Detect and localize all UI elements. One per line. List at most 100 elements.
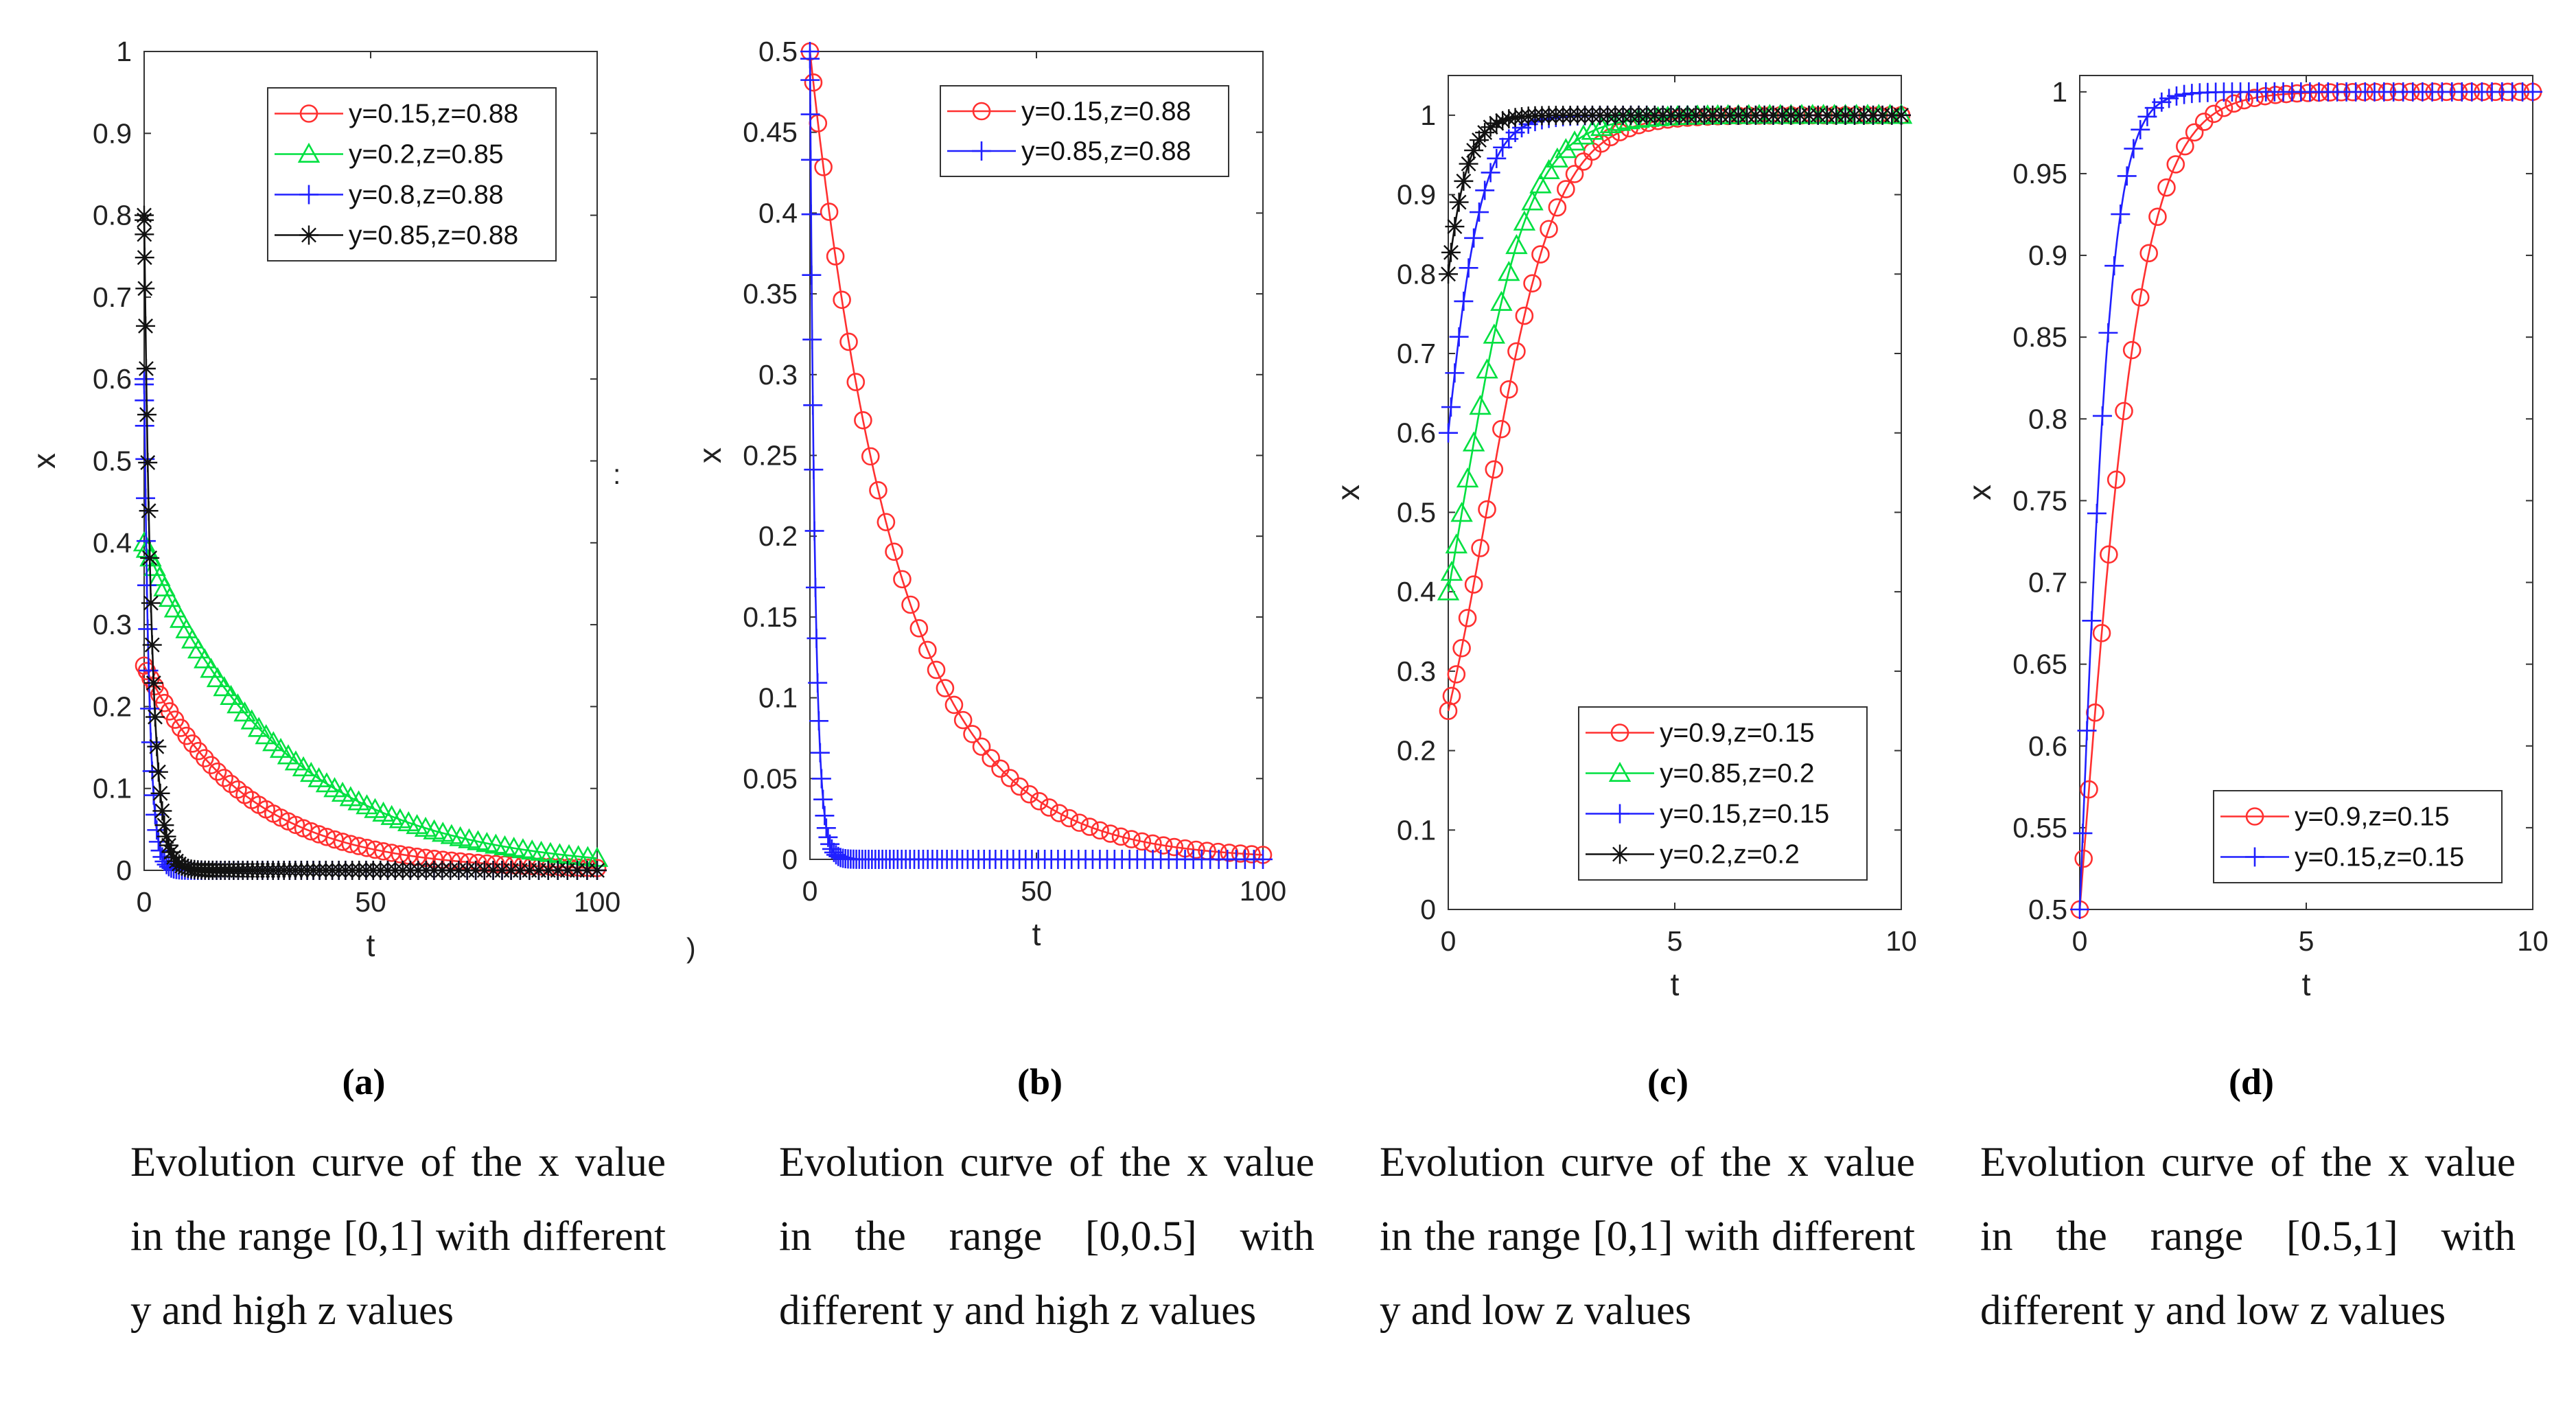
data-point [213, 676, 235, 697]
data-point [1449, 327, 1469, 347]
y-axis-label: x [692, 448, 728, 463]
legend-label: y=0.15,z=0.15 [2295, 843, 2464, 872]
stray-colon: : [613, 459, 620, 490]
y-tick-label: 0.6 [1397, 417, 1436, 449]
data-point [814, 158, 833, 176]
data-point [145, 707, 165, 727]
data-point [815, 806, 835, 826]
data-point [153, 576, 176, 596]
data-point [215, 769, 233, 787]
data-point [909, 618, 929, 638]
data-point [1454, 291, 1474, 311]
data-point [1892, 105, 1911, 125]
data-point [135, 210, 154, 230]
data-point [240, 709, 263, 730]
data-point [141, 593, 161, 613]
legend-label: y=0.15,z=0.88 [1021, 97, 1191, 126]
y-tick-label: 0.2 [1397, 735, 1436, 767]
data-point [156, 826, 176, 846]
data-point [811, 769, 831, 789]
data-point [944, 695, 964, 715]
stray-paren: ) [686, 932, 696, 964]
chart-b: 0 0.05 0.1 0.15 0.2 0.25 0.3 0.35 0.4 0.45 0.5 0 50 1… [692, 36, 1286, 952]
legend-label: y=0.15,z=0.88 [349, 100, 518, 129]
y-tick-label: 0.9 [93, 117, 132, 149]
y-tick-label: 0.55 [2012, 812, 2067, 844]
data-point [2167, 86, 2187, 106]
data-point [2107, 470, 2126, 489]
data-point [1481, 117, 1500, 137]
data-point [202, 756, 220, 774]
data-point [2092, 624, 2111, 642]
data-point [137, 405, 156, 425]
x-tick-label: 0 [2072, 925, 2088, 957]
y-axis-label: x [1330, 485, 1366, 500]
data-point [169, 607, 192, 628]
data-point [220, 684, 242, 705]
data-point [408, 847, 426, 866]
data-point [1563, 130, 1586, 151]
legend: y=0.15,z=0.88 y=0.85,z=0.88 [940, 85, 1229, 177]
legend-label: y=0.8,z=0.88 [349, 181, 504, 210]
data-point [175, 618, 198, 638]
data-point [301, 822, 321, 841]
data-point [1590, 115, 1613, 137]
x-tick-label: 0 [802, 875, 818, 907]
data-point [1492, 419, 1511, 439]
data-point [135, 224, 154, 244]
x-tick-label: 5 [2299, 925, 2314, 957]
data-point [262, 731, 285, 752]
series-star [135, 205, 607, 880]
data-point [2245, 807, 2264, 826]
data-point [800, 104, 820, 124]
data-point [1445, 217, 1465, 237]
legend: y=0.9,z=0.15 y=0.85,z=0.2 y=0.15,z=0.15 y=0… [1578, 706, 1868, 881]
chart-a: 0 0.1 0.2 0.3 0.4 0.5 0.6 0.7 0.8 0.9 1 0 50 100 t x y=0… [26, 36, 620, 963]
x-axis-label: t [1671, 966, 1680, 1002]
panel-label-a: (a) [342, 1061, 386, 1102]
data-point [1487, 148, 1507, 168]
plot-area [2079, 75, 2533, 910]
y-tick-label: 0.5 [2028, 894, 2067, 925]
data-point [1464, 228, 1484, 248]
data-point [147, 736, 167, 756]
data-point [1450, 502, 1473, 522]
data-point [1572, 124, 1595, 145]
data-point [284, 750, 308, 771]
data-point [2111, 205, 2131, 224]
data-point [1668, 109, 1687, 128]
y-tick-label: 0.1 [1397, 814, 1436, 846]
y-tick-label: 0.9 [1397, 179, 1436, 211]
data-point [136, 358, 156, 378]
y-tick-label: 0.9 [2028, 240, 2067, 271]
data-point [816, 818, 836, 838]
data-point [820, 202, 839, 221]
data-point [869, 481, 887, 500]
y-tick-label: 0.6 [2028, 730, 2067, 762]
y-tick-label: 0.4 [93, 527, 132, 559]
data-point [2117, 166, 2137, 186]
data-point [159, 835, 178, 855]
data-point [1454, 171, 1474, 191]
data-point [1565, 165, 1584, 183]
data-point [893, 570, 912, 589]
y-tick-label: 0.5 [758, 36, 798, 67]
data-point [2115, 402, 2133, 421]
data-point [2159, 89, 2179, 108]
data-point [1476, 358, 1498, 379]
data-point [2131, 119, 2150, 139]
data-point [1253, 850, 1273, 869]
y-tick-label: 0 [116, 855, 132, 886]
series-plus [800, 42, 1273, 869]
data-point [1442, 686, 1461, 706]
y-tick-label: 0.8 [93, 200, 132, 231]
x-tick-label: 0 [137, 886, 152, 918]
data-point [136, 531, 156, 551]
data-point [1487, 113, 1507, 133]
data-point [2185, 123, 2204, 142]
data-point [2139, 244, 2158, 263]
y-tick-label: 0 [1420, 894, 1436, 925]
data-point [1555, 138, 1577, 159]
data-point [1464, 575, 1483, 594]
data-point [1470, 130, 1489, 150]
